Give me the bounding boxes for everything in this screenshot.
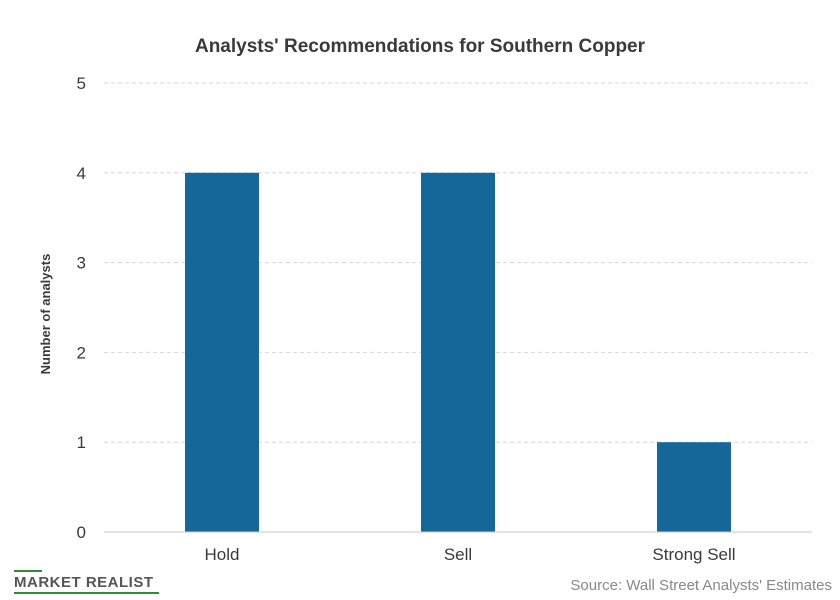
- y-tick-label: 4: [77, 164, 86, 183]
- x-tick-label: Hold: [205, 545, 240, 564]
- x-tick-label: Strong Sell: [652, 545, 735, 564]
- y-tick-label: 0: [77, 523, 86, 542]
- source-note: Source: Wall Street Analysts' Estimates: [570, 577, 832, 594]
- y-tick-label: 5: [77, 74, 86, 93]
- logo-text: MARKET REALIST: [14, 574, 154, 591]
- y-axis-ticks: 0 1 2 3 4 5: [77, 74, 86, 542]
- y-tick-label: 1: [77, 433, 86, 452]
- y-axis-label: Number of analysts: [38, 254, 53, 375]
- chart-title: Analysts' Recommendations for Southern C…: [195, 36, 646, 57]
- y-tick-label: 3: [77, 254, 86, 273]
- logo-accent: [14, 570, 42, 572]
- market-realist-logo: MARKET REALIST: [14, 570, 159, 594]
- y-tick-label: 2: [77, 343, 86, 362]
- x-tick-label: Sell: [444, 545, 472, 564]
- bar-hold: [185, 172, 259, 533]
- bars: [185, 172, 731, 533]
- bar-strong-sell: [657, 442, 731, 532]
- bar-sell: [421, 172, 495, 533]
- x-axis-ticks: Hold Sell Strong Sell: [205, 545, 736, 564]
- logo-underline: [14, 592, 159, 594]
